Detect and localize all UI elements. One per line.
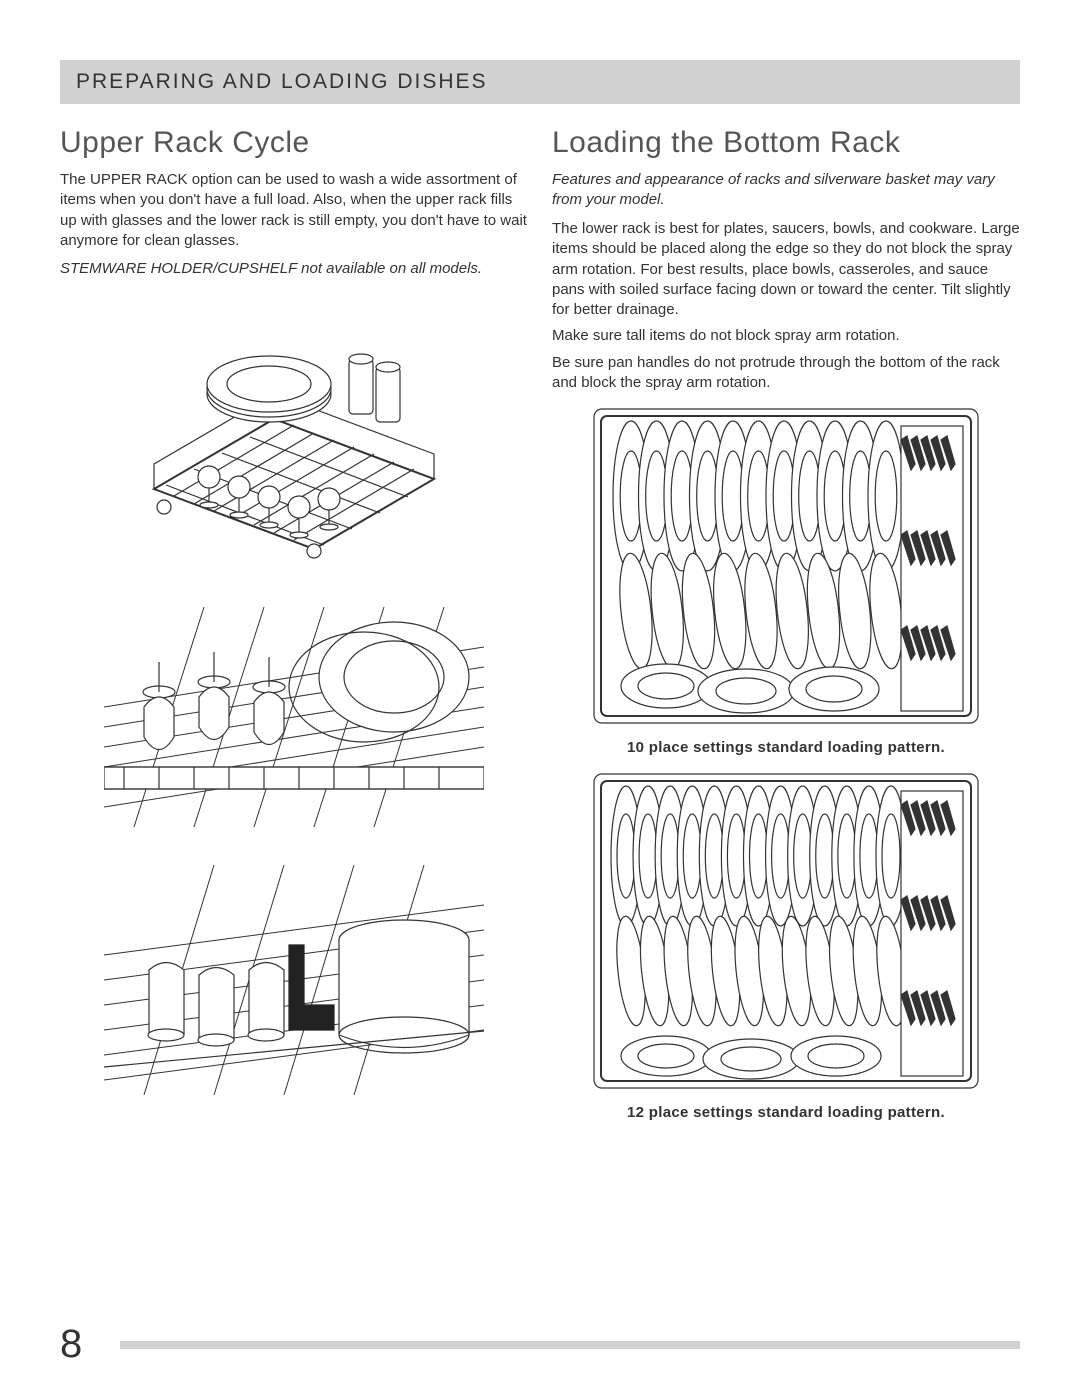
two-column-layout: Upper Rack Cycle The UPPER RACK option c… (60, 122, 1020, 1131)
right-column: Loading the Bottom Rack Features and app… (552, 122, 1020, 1131)
figure-upper-rack-stemware (60, 567, 528, 827)
figure-bottom-rack-12 (552, 766, 1020, 1096)
bottom-rack-note: Features and appearance of racks and sil… (552, 170, 1020, 209)
page-number: 8 (60, 1322, 82, 1367)
upper-rack-iso-icon (114, 289, 474, 559)
bottom-rack-para2: Make sure tall items do not block spray … (552, 326, 1020, 346)
section-title: PREPARING AND LOADING DISHES (76, 70, 488, 93)
heading-upper-rack: Upper Rack Cycle (60, 126, 528, 160)
bottom-rack-para1: The lower rack is best for plates, sauce… (552, 219, 1020, 320)
bottom-rack-10-icon (586, 401, 986, 731)
footer-bar (120, 1341, 1020, 1349)
heading-bottom-rack: Loading the Bottom Rack (552, 126, 1020, 160)
left-column: Upper Rack Cycle The UPPER RACK option c… (60, 122, 528, 1131)
figure-upper-rack-iso (60, 289, 528, 559)
figure-upper-rack-cups (60, 835, 528, 1095)
upper-rack-paragraph: The UPPER RACK option can be used to was… (60, 170, 528, 251)
manual-page: PREPARING AND LOADING DISHES Upper Rack … (0, 0, 1080, 1397)
caption-10-place: 10 place settings standard loading patte… (552, 739, 1020, 756)
bottom-rack-12-icon (586, 766, 986, 1096)
section-title-bar: PREPARING AND LOADING DISHES (60, 60, 1020, 104)
bottom-rack-para3: Be sure pan handles do not protrude thro… (552, 353, 1020, 394)
upper-rack-cups-icon (104, 835, 484, 1095)
upper-rack-stemware-icon (104, 567, 484, 827)
figure-bottom-rack-10 (552, 401, 1020, 731)
caption-12-place: 12 place settings standard loading patte… (552, 1104, 1020, 1121)
upper-rack-note: STEMWARE HOLDER/CUPSHELF not available o… (60, 259, 528, 279)
